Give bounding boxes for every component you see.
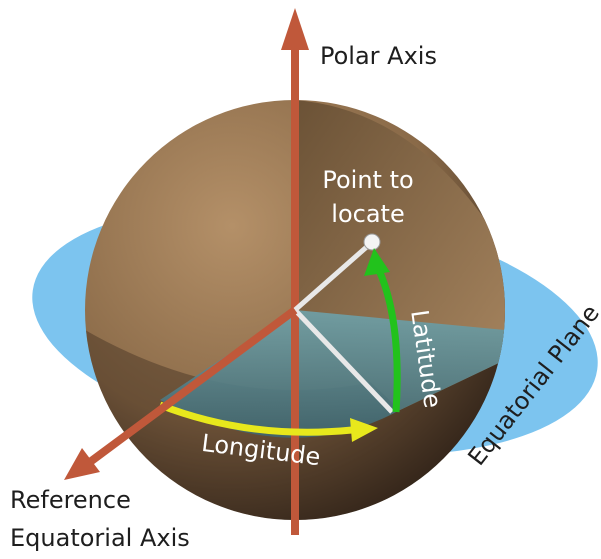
longitude-arc	[158, 401, 353, 436]
point-label: Point to	[322, 166, 413, 194]
polar-axis-label: Polar Axis	[320, 42, 437, 70]
equatorial-section	[160, 310, 505, 438]
radius-equator	[293, 308, 394, 414]
latitude-arrowhead	[364, 248, 390, 276]
latitude-arc	[374, 266, 401, 413]
longitude-arrowhead	[350, 418, 378, 442]
reference-axis-label: Reference	[10, 486, 131, 514]
polar-arrowhead	[281, 8, 309, 50]
radius-to-point	[293, 242, 372, 312]
reference-axis-label: Equatorial Axis	[10, 524, 190, 552]
point	[363, 233, 381, 251]
point-label: locate	[331, 200, 404, 228]
reference-arrowhead	[64, 448, 100, 480]
reference-axis	[87, 306, 298, 466]
